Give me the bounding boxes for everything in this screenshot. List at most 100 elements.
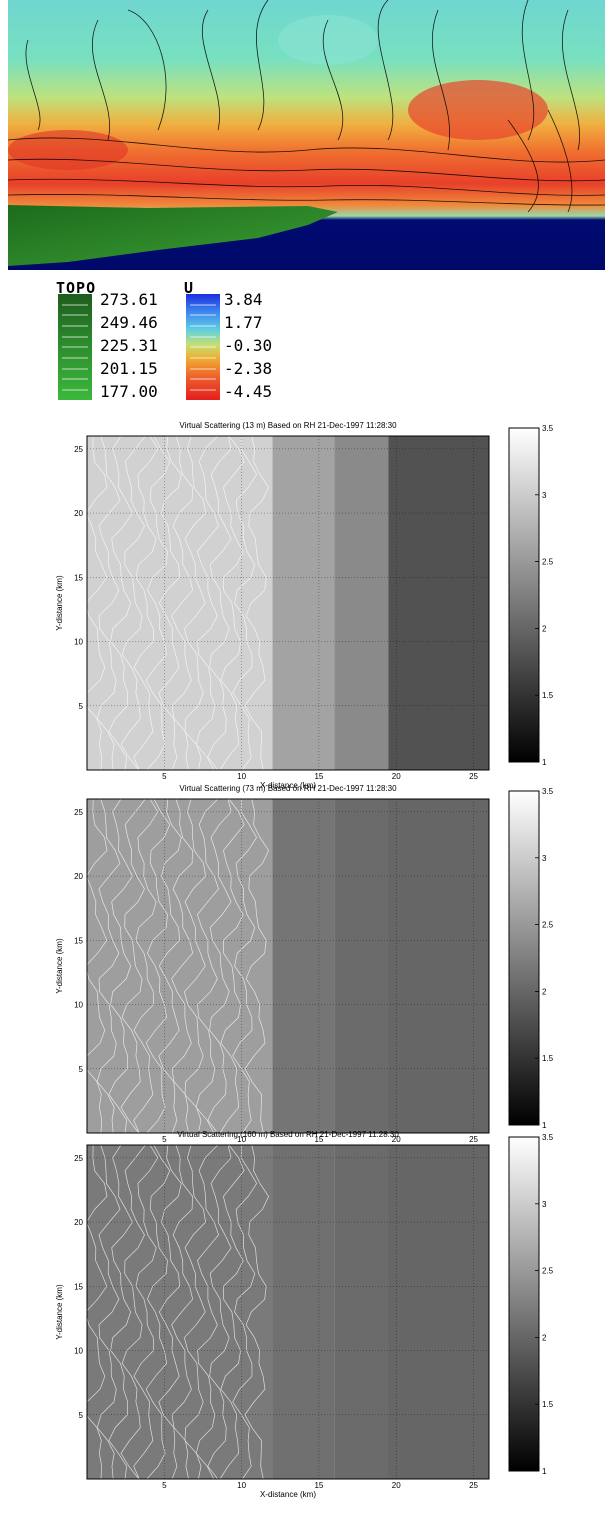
topo-legend-value-1: 249.46	[100, 313, 158, 332]
y-tick-label-2: 15	[74, 1282, 83, 1291]
contour-line-1	[96, 1144, 121, 1480]
plot-frame	[86, 1144, 490, 1480]
contour-lines	[85, 435, 270, 771]
u-colorbar	[186, 294, 220, 400]
topo-colorbar	[58, 294, 92, 400]
contour-lines	[85, 1144, 270, 1480]
contour-line-2	[108, 1144, 133, 1480]
y-tick-label-2: 15	[74, 573, 83, 582]
contour-line-10	[207, 435, 232, 771]
scattering-chart-160m: Virtual Scattering (160 m) Based on RH 2…	[50, 1121, 605, 1526]
topo-legend-value-2: 225.31	[100, 336, 158, 355]
x-tick-label-0: 5	[162, 1481, 167, 1490]
contour-line-11	[219, 1144, 245, 1480]
colorbar-tick-label-4: 3	[542, 854, 547, 863]
y-tick-label-3: 20	[74, 872, 83, 881]
plot-frame	[86, 798, 490, 1134]
contour-line-8	[184, 1144, 206, 1480]
colorbar-tick-label-2: 2	[542, 624, 547, 633]
scattering-chart-13m: Virtual Scattering (13 m) Based on RH 21…	[50, 412, 605, 817]
contour-line-4	[133, 1144, 159, 1480]
contour-line-3	[120, 798, 146, 1134]
y-tick-label-0: 5	[79, 702, 84, 711]
heatmap-band-0	[87, 799, 273, 1133]
contour-line-11	[219, 435, 245, 771]
colorbar-tick-label-5: 3.5	[542, 787, 554, 796]
heatmap-band-3	[388, 436, 489, 770]
scattering-chart-73m-svg: Virtual Scattering (73 m) Based on RH 21…	[55, 784, 554, 1153]
x-tick-label-4: 25	[469, 1481, 478, 1490]
colorbar-tick-label-4: 3	[542, 1200, 547, 1209]
x-tick-label-2: 15	[314, 1481, 323, 1490]
contour-line-6	[158, 1144, 182, 1480]
colorbar-tick-label-2: 2	[542, 1333, 547, 1342]
heatmap-band-1	[272, 436, 335, 770]
colorbar-tick-label-0: 1	[542, 758, 547, 767]
contour-line-9	[195, 798, 219, 1134]
topo-legend-value-4: 177.00	[100, 382, 158, 401]
contour-line-7	[171, 798, 194, 1134]
chart-title: Virtual Scattering (160 m) Based on RH 2…	[177, 1130, 399, 1139]
colorbar-tick-label-4: 3	[542, 491, 547, 500]
contour-line-6	[158, 798, 182, 1134]
wind-cross-section	[8, 0, 605, 270]
contour-line-6	[158, 435, 182, 771]
y-tick-label-4: 25	[74, 1154, 83, 1163]
colorbar-tick-label-5: 3.5	[542, 1133, 554, 1142]
colorbar	[508, 1136, 540, 1472]
heatmap-band-1	[272, 799, 335, 1133]
y-tick-label-1: 10	[74, 1001, 83, 1010]
contour-line-2	[108, 435, 133, 771]
colorbar-tick-label-0: 1	[542, 1467, 547, 1476]
colorbar-tick-label-3: 2.5	[542, 1267, 554, 1276]
contour-line-5	[145, 798, 171, 1134]
contour-line-11	[219, 798, 245, 1134]
u-legend-value-1: 1.77	[224, 313, 263, 332]
u-legend-value-3: -2.38	[224, 359, 273, 378]
topo-legend-title: TOPO	[56, 279, 97, 297]
x-tick-label-2: 15	[314, 1135, 323, 1144]
y-tick-label-2: 15	[74, 936, 83, 945]
contour-line-13	[244, 435, 270, 771]
y-tick-label-0: 5	[79, 1065, 84, 1074]
contour-line-10	[207, 1144, 232, 1480]
x-tick-label-3: 20	[392, 1135, 401, 1144]
heatmap-band-3	[388, 799, 489, 1133]
heatmap-band-2	[334, 799, 389, 1133]
u-legend-value-4: -4.45	[224, 382, 273, 401]
colorbar-tick-label-1: 1.5	[542, 1400, 554, 1409]
contour-line-4	[133, 435, 159, 771]
x-axis-label: X-distance (km)	[260, 781, 316, 790]
contour-line-12	[232, 798, 258, 1134]
contour-line-8	[184, 798, 206, 1134]
colorbar-tick-label-0: 1	[542, 1121, 547, 1130]
contour-line-0	[85, 435, 108, 771]
colorbar	[508, 427, 540, 763]
contour-line-9	[195, 435, 219, 771]
chart-title: Virtual Scattering (13 m) Based on RH 21…	[179, 421, 397, 430]
contour-line-0	[85, 1144, 108, 1480]
contour-line-12	[232, 435, 258, 771]
y-tick-label-4: 25	[74, 808, 83, 817]
heatmap-band-2	[334, 436, 389, 770]
contour-line-4	[133, 798, 159, 1134]
heatmap-band-2	[334, 1145, 389, 1479]
scattering-chart-13m-svg: Virtual Scattering (13 m) Based on RH 21…	[55, 421, 554, 790]
x-tick-label-1: 10	[237, 1481, 246, 1490]
x-tick-label-0: 5	[162, 772, 167, 781]
plot-frame	[86, 435, 490, 771]
x-tick-label-4: 25	[469, 772, 478, 781]
contour-line-1	[96, 798, 121, 1134]
scattering-chart-160m-svg: Virtual Scattering (160 m) Based on RH 2…	[55, 1130, 554, 1499]
y-tick-label-4: 25	[74, 445, 83, 454]
contour-line-12	[232, 1144, 258, 1480]
x-tick-label-3: 20	[392, 772, 401, 781]
y-tick-label-3: 20	[74, 509, 83, 518]
y-axis-label: Y-distance (km)	[55, 938, 64, 994]
colorbar-tick-label-1: 1.5	[542, 691, 554, 700]
contour-line-8	[184, 435, 206, 771]
y-tick-label-3: 20	[74, 1218, 83, 1227]
contour-line-2	[108, 798, 133, 1134]
heatmap-band-1	[272, 1145, 335, 1479]
u-legend-value-2: -0.30	[224, 336, 273, 355]
